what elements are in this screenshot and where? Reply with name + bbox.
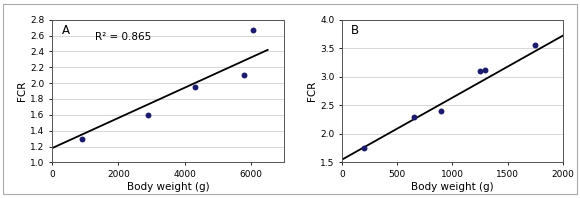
- Point: [144, 113, 153, 116]
- Point: [409, 115, 418, 118]
- Point: [240, 74, 249, 77]
- Y-axis label: FCR: FCR: [307, 81, 317, 101]
- Point: [360, 147, 369, 150]
- Point: [77, 137, 86, 140]
- X-axis label: Body weight (g): Body weight (g): [127, 182, 209, 192]
- Point: [476, 69, 485, 73]
- Point: [481, 68, 490, 71]
- Point: [530, 44, 539, 47]
- Text: B: B: [351, 24, 359, 37]
- Y-axis label: FCR: FCR: [17, 81, 27, 101]
- X-axis label: Body weight (g): Body weight (g): [411, 182, 494, 192]
- Point: [437, 109, 446, 113]
- Point: [248, 29, 258, 32]
- Point: [190, 86, 200, 89]
- Text: A: A: [61, 24, 70, 37]
- Text: R² = 0.865: R² = 0.865: [95, 32, 151, 42]
